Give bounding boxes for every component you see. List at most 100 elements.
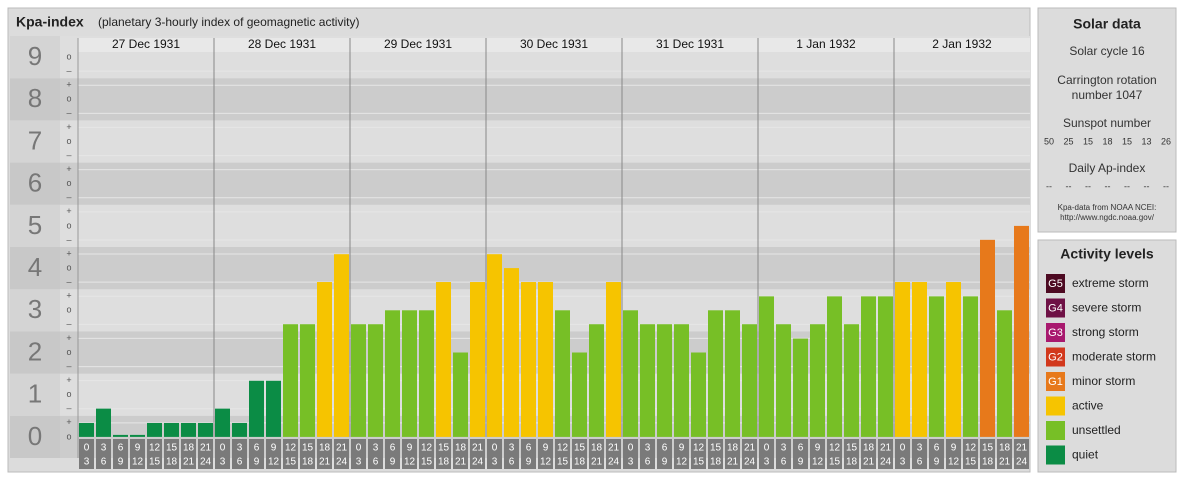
hour-label: 9 — [271, 443, 277, 454]
hour-box — [776, 439, 791, 469]
hour-label: 18 — [727, 443, 739, 454]
bar — [215, 408, 230, 437]
hour-box — [521, 439, 536, 469]
hour-label: 3 — [492, 457, 498, 468]
sunspot-value: 50 — [1044, 136, 1054, 146]
hour-box — [980, 439, 995, 469]
hour-label: 9 — [135, 443, 141, 454]
sub-label: o — [66, 262, 71, 272]
hour-box — [181, 439, 196, 469]
hour-label: 15 — [285, 457, 297, 468]
sunspot-value: 26 — [1161, 136, 1171, 146]
legend-swatch — [1046, 421, 1065, 440]
bar — [691, 352, 706, 437]
sub-label: – — [66, 66, 71, 76]
ap-value: -- — [1105, 181, 1111, 191]
legend-swatch — [1046, 372, 1065, 391]
hour-box — [487, 439, 502, 469]
hour-label: 3 — [356, 457, 362, 468]
label-band — [10, 120, 60, 163]
bar — [164, 422, 179, 437]
sub-label: o — [66, 94, 71, 104]
hour-label: 6 — [645, 457, 651, 468]
hour-box — [232, 439, 247, 469]
hour-label: 12 — [404, 457, 416, 468]
hour-label: 3 — [237, 443, 243, 454]
hour-label: 12 — [132, 457, 144, 468]
hour-box — [368, 439, 383, 469]
bar — [827, 296, 842, 437]
bar — [538, 282, 553, 437]
hour-label: 3 — [645, 443, 651, 454]
hour-label: 24 — [744, 457, 756, 468]
bar — [674, 324, 689, 437]
bar — [708, 310, 723, 437]
hour-box — [96, 439, 111, 469]
hour-label: 24 — [200, 457, 212, 468]
bar — [606, 282, 621, 437]
solar-cycle: Solar cycle 16 — [1069, 44, 1145, 58]
bar — [283, 324, 298, 437]
bar — [810, 324, 825, 437]
label-band — [10, 289, 60, 332]
bar — [232, 422, 247, 437]
rotation: number 1047 — [1072, 88, 1143, 102]
sub-label: + — [66, 291, 71, 301]
label-band — [10, 162, 60, 205]
bar — [759, 296, 774, 437]
hour-label: 6 — [509, 457, 515, 468]
hour-label: 24 — [880, 457, 892, 468]
label-band — [10, 78, 60, 121]
bar — [504, 268, 519, 437]
hour-label: 18 — [183, 443, 195, 454]
hour-label: 3 — [900, 457, 906, 468]
hour-box — [147, 439, 162, 469]
bar — [1014, 225, 1029, 437]
bar — [657, 324, 672, 437]
legend-badge: G3 — [1048, 327, 1063, 339]
bar — [436, 282, 451, 437]
hour-label: 0 — [84, 443, 90, 454]
hour-label: 21 — [319, 457, 331, 468]
label-band — [10, 415, 60, 458]
hour-label: 24 — [472, 457, 484, 468]
ap-value: -- — [1066, 181, 1072, 191]
legend-label: unsettled — [1072, 423, 1121, 437]
ap-value: -- — [1144, 181, 1150, 191]
hour-label: 3 — [781, 443, 787, 454]
hour-label: 0 — [900, 443, 906, 454]
bar — [572, 352, 587, 437]
sunspot-value: 18 — [1102, 136, 1112, 146]
y-tick-label: 9 — [28, 41, 42, 71]
date-label: 31 Dec 1931 — [656, 37, 724, 51]
hour-box — [725, 439, 740, 469]
hour-label: 9 — [798, 457, 804, 468]
hour-label: 12 — [812, 457, 824, 468]
sub-label: – — [66, 234, 71, 244]
hour-label: 6 — [373, 457, 379, 468]
hour-label: 15 — [693, 457, 705, 468]
label-band — [10, 331, 60, 374]
hour-label: 12 — [268, 457, 280, 468]
hour-box — [810, 439, 825, 469]
ap-value: -- — [1163, 181, 1169, 191]
source: http://www.ngdc.noaa.gov/ — [1060, 213, 1155, 222]
hour-label: 3 — [628, 457, 634, 468]
hour-box — [946, 439, 961, 469]
hour-box — [266, 439, 281, 469]
hour-label: 12 — [676, 457, 688, 468]
bar — [300, 324, 315, 437]
label-band — [10, 373, 60, 416]
legend-swatch — [1046, 274, 1065, 293]
hour-box — [742, 439, 757, 469]
hour-label: 9 — [407, 443, 413, 454]
hour-label: 12 — [285, 443, 297, 454]
hour-label: 6 — [781, 457, 787, 468]
sub-label: – — [66, 277, 71, 287]
hour-label: 6 — [101, 457, 107, 468]
hour-label: 6 — [934, 443, 940, 454]
ap-value: -- — [1085, 181, 1091, 191]
hour-box — [997, 439, 1012, 469]
hour-label: 6 — [798, 443, 804, 454]
hour-label: 18 — [982, 457, 994, 468]
